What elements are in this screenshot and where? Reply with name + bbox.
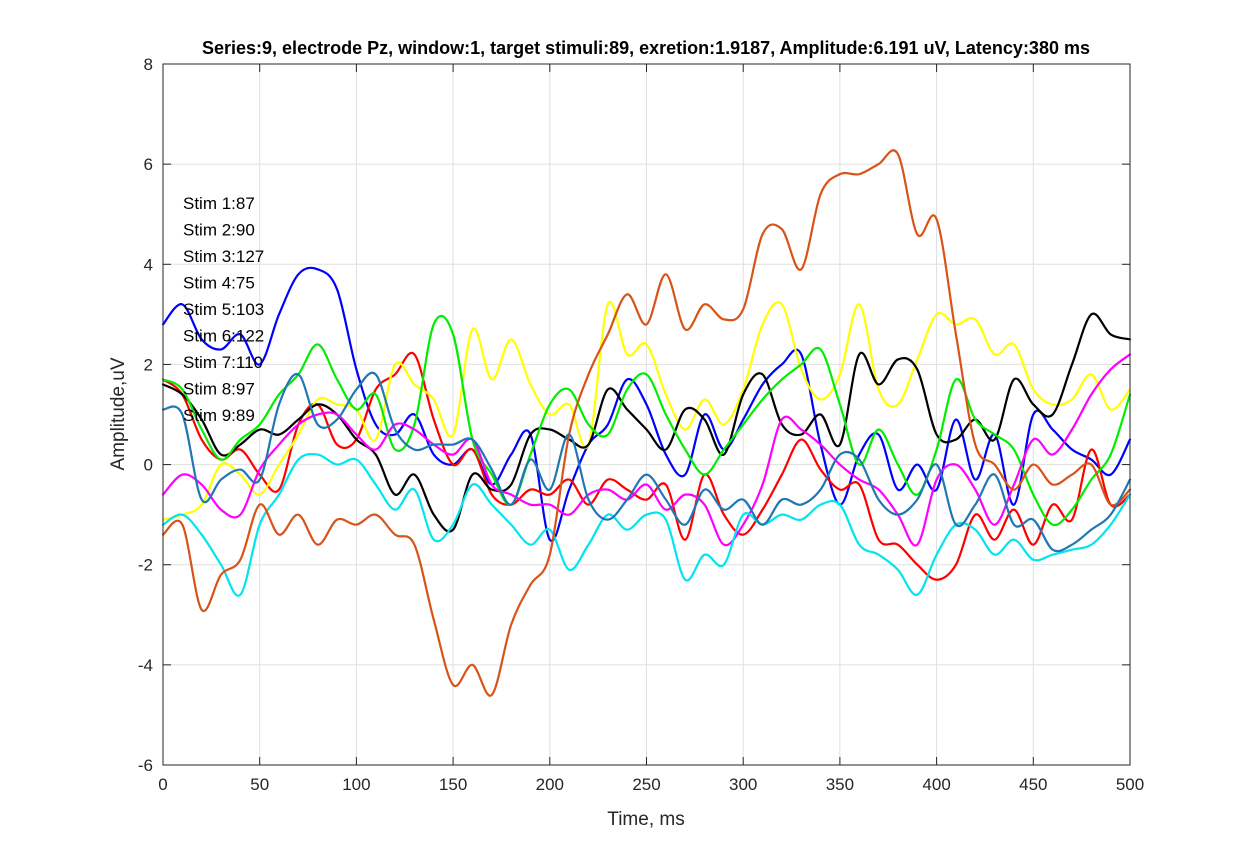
y-tick-label: 6: [144, 155, 153, 174]
y-tick-label: 8: [144, 55, 153, 74]
chart-title: Series:9, electrode Pz, window:1, target…: [202, 38, 1090, 58]
series-line-1: [161, 266, 1132, 543]
stim-annotation: Stim 7:110: [183, 353, 263, 372]
series-line-9: [161, 371, 1132, 553]
y-tick-label: 2: [144, 355, 153, 374]
x-tick-label: 250: [632, 775, 660, 794]
stim-annotation: Stim 2:90: [183, 221, 255, 240]
x-tick-label: 500: [1116, 775, 1144, 794]
series-group: [161, 149, 1132, 697]
stim-annotation: Stim 1:87: [183, 194, 255, 213]
x-tick-label: 300: [729, 775, 757, 794]
stim-annotation: Stim 3:127: [183, 247, 264, 266]
x-tick-label: 100: [342, 775, 370, 794]
y-axis-label: Amplitude,uV: [108, 357, 129, 470]
x-axis-label: Time, ms: [607, 809, 684, 830]
stim-annotation: Stim 5:103: [183, 300, 264, 319]
x-tick-label: 150: [439, 775, 467, 794]
x-tick-label: 350: [826, 775, 854, 794]
series-line-8: [161, 149, 1132, 697]
stim-annotation: Stim 9:89: [183, 406, 255, 425]
y-tick-label: -4: [138, 656, 153, 675]
stim-annotation: Stim 8:97: [183, 380, 255, 399]
series-line-6: [161, 353, 1132, 547]
x-tick-label: 200: [536, 775, 564, 794]
stim-annotation: Stim 6:122: [183, 327, 264, 346]
y-tick-label: 4: [144, 255, 153, 274]
stimulus-annotations: Stim 1:87 Stim 2:90 Stim 3:127 Stim 4:75 Sti…: [183, 194, 264, 425]
x-tick-label: 50: [250, 775, 269, 794]
x-tick-label: 450: [1019, 775, 1047, 794]
y-axis-ticks: -6 -4 -2 0 2 4 6 8: [138, 55, 1130, 775]
x-tick-label: 400: [922, 775, 950, 794]
y-tick-label: -2: [138, 556, 153, 575]
y-tick-label: 0: [144, 456, 153, 475]
stim-annotation: Stim 4:75: [183, 274, 255, 293]
series-line-7: [161, 452, 1132, 597]
series-line-3: [161, 300, 1132, 521]
x-axis-ticks: 0 50 100 150 200 250 300 350 400 450 500: [158, 64, 1144, 794]
y-tick-label: -6: [138, 756, 153, 775]
x-tick-label: 0: [158, 775, 167, 794]
